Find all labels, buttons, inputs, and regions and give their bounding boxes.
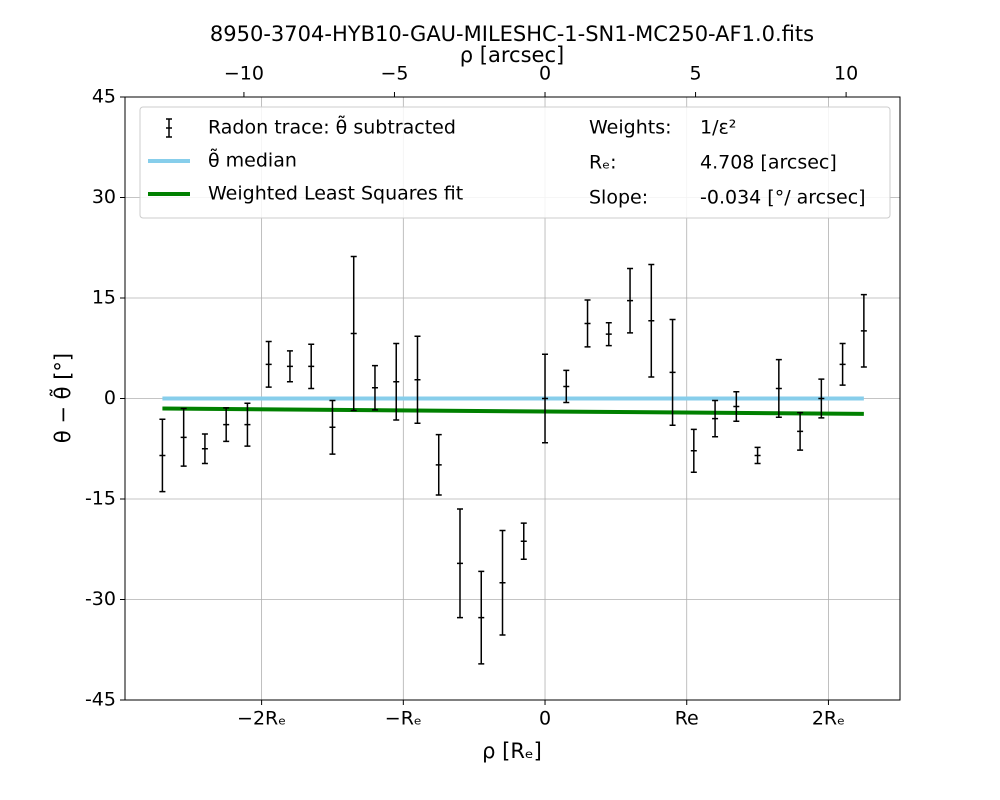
error-bar <box>308 343 315 390</box>
x-tick-label: 0 <box>539 708 551 730</box>
error-bar <box>520 522 527 561</box>
x-axis-label: ρ [Rₑ] <box>482 739 542 763</box>
annotation-value: -0.034 [°/ arcsec] <box>700 187 866 209</box>
error-bar <box>180 407 187 467</box>
y-tick-label: -45 <box>85 689 116 711</box>
error-bar <box>669 318 676 427</box>
y-tick-label: 0 <box>104 387 116 409</box>
y-tick-label: -15 <box>85 488 116 510</box>
error-bar <box>775 358 782 419</box>
error-bar <box>393 342 400 421</box>
x2-tick-label: −10 <box>224 63 264 85</box>
error-bar <box>265 340 272 388</box>
legend-label: θ̃ median <box>208 146 297 171</box>
error-bar <box>350 255 357 412</box>
error-bar <box>223 407 230 443</box>
x-tick-label: 2Rₑ <box>812 708 845 730</box>
error-bar <box>329 399 336 455</box>
error-bar <box>797 411 804 451</box>
error-bar <box>456 508 463 619</box>
y-tick-label: 45 <box>92 86 116 108</box>
error-bar <box>563 369 570 404</box>
error-bar <box>371 364 378 411</box>
y-tick-label: -30 <box>85 588 116 610</box>
error-bar <box>733 391 740 423</box>
error-bar <box>754 446 761 465</box>
annotation-label: Slope: <box>589 187 648 209</box>
y-axis-label: θ − θ̃ [°] <box>48 353 75 443</box>
error-bar <box>712 399 719 438</box>
annotation-label: Rₑ: <box>589 152 617 174</box>
x2-tick-label: 5 <box>690 63 702 85</box>
error-bar <box>839 342 846 386</box>
x-tick-label: Re <box>675 708 699 730</box>
chart-title: 8950-3704-HYB10-GAU-MILESHC-1-SN1-MC250-… <box>210 22 814 46</box>
error-bar <box>627 267 634 334</box>
annotation-value: 4.708 [arcsec] <box>700 152 837 174</box>
legend-label: Weighted Least Squares fit <box>208 183 463 205</box>
x-tick-label: −2Rₑ <box>237 708 286 730</box>
error-bar <box>414 335 421 425</box>
y-tick-label: 15 <box>92 287 116 309</box>
error-bar <box>435 433 442 496</box>
error-bar <box>244 402 251 447</box>
plot-frame <box>124 96 901 701</box>
error-bar <box>159 418 166 493</box>
error-bar <box>818 378 825 419</box>
annotation-value: 1/ε² <box>700 117 736 139</box>
error-bar <box>860 293 867 368</box>
error-bar <box>605 322 612 347</box>
legend-label: Radon trace: θ̃ subtracted <box>208 113 456 138</box>
line <box>162 406 864 416</box>
x2-tick-label: −5 <box>380 63 408 85</box>
legend-marker <box>166 118 172 138</box>
annotation-label: Weights: <box>589 117 672 139</box>
error-bar <box>499 529 506 636</box>
error-bar <box>542 353 549 444</box>
error-bar <box>286 350 293 383</box>
x2-tick-label: 10 <box>834 63 858 85</box>
error-bar <box>648 263 655 378</box>
x2-axis-label: ρ [arcsec] <box>460 43 564 67</box>
error-bar <box>584 299 591 348</box>
legend-box <box>139 106 891 219</box>
error-bar <box>690 428 697 473</box>
error-bar <box>478 570 485 665</box>
y-tick-label: 30 <box>92 186 116 208</box>
error-bar <box>201 433 208 465</box>
x-tick-label: −Rₑ <box>385 708 422 730</box>
x2-tick-label: 0 <box>539 63 551 85</box>
